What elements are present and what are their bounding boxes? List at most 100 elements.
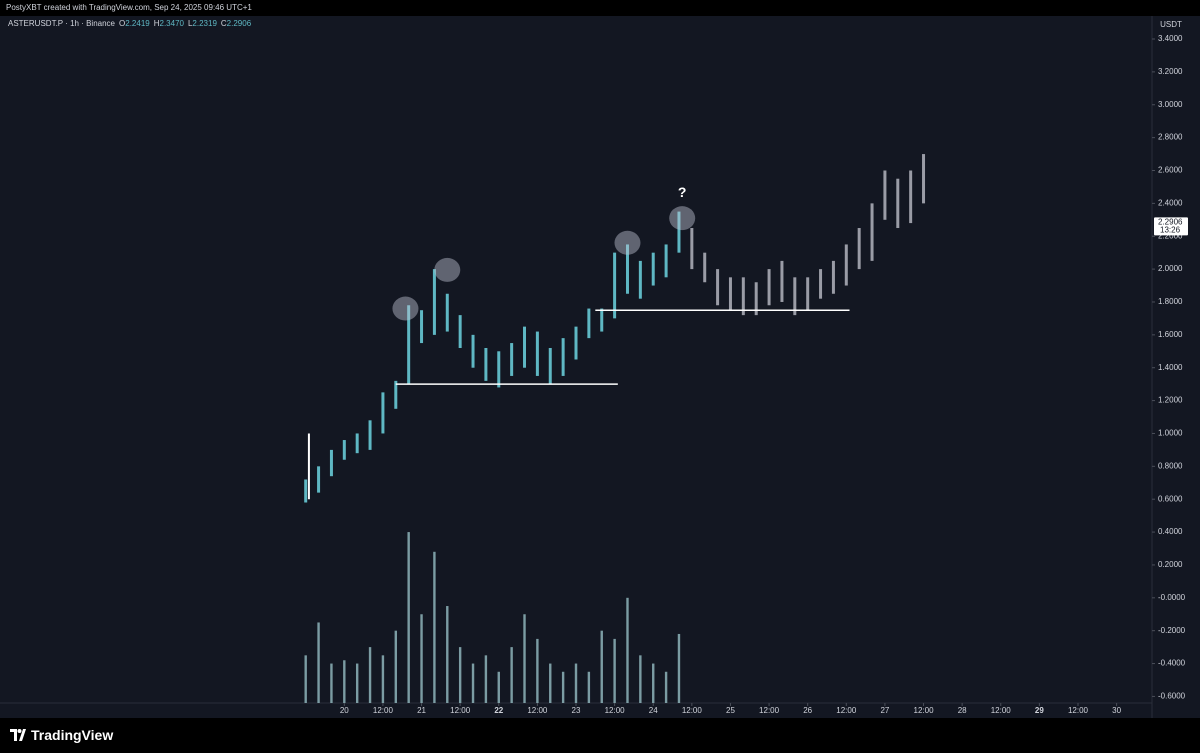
currency-label: USDT [1160, 20, 1182, 29]
volume-bar [613, 638, 616, 703]
highlight-circle [392, 296, 419, 321]
x-tick-label: 12:00 [759, 706, 780, 715]
highlight-circle [434, 257, 461, 282]
x-tick-label: 26 [803, 706, 812, 715]
volume-bar [368, 647, 372, 703]
y-tick-label: 1.0000 [1158, 429, 1183, 438]
volume-bar [407, 532, 410, 703]
y-tick-label: -0.4000 [1158, 659, 1186, 668]
x-tick-label: 12:00 [836, 706, 857, 715]
volume-bar [536, 638, 539, 703]
y-tick-label: 0.2000 [1158, 560, 1183, 569]
volume-bar [420, 614, 423, 703]
volume-bar [549, 663, 552, 703]
volume-bar [304, 655, 307, 703]
x-tick-label: 30 [1112, 706, 1121, 715]
y-tick-label: -0.0000 [1158, 593, 1186, 602]
volume-bar [317, 622, 320, 703]
x-tick-label: 12:00 [682, 706, 703, 715]
volume-bar [497, 671, 500, 703]
volume-bar [355, 663, 359, 703]
y-tick-label: 1.6000 [1158, 330, 1183, 339]
x-tick-label: 12:00 [373, 706, 394, 715]
volume-bar [343, 660, 346, 703]
x-tick-label: 12:00 [605, 706, 626, 715]
ohlc-item: C2.2906 [221, 19, 251, 28]
y-tick-label: 3.4000 [1158, 34, 1183, 43]
x-tick-label: 22 [494, 706, 503, 715]
logo: TradingView [10, 727, 113, 743]
x-tick-label: 25 [726, 706, 735, 715]
ohlc-value: 2.2319 [192, 19, 217, 28]
volume-bar [381, 655, 385, 703]
y-tick-label: 1.2000 [1158, 396, 1183, 405]
x-tick-label: 23 [572, 706, 581, 715]
ohlc-value: 2.2419 [125, 19, 150, 28]
volume-bar [600, 630, 603, 703]
x-tick-label: 12:00 [527, 706, 548, 715]
volume-bar [574, 663, 578, 703]
volume-bar [446, 606, 449, 703]
x-tick-label: 20 [340, 706, 349, 715]
volume-bar [330, 663, 333, 703]
volume-bar [652, 663, 655, 703]
annotation: ? [678, 184, 687, 200]
logo-icon [10, 729, 26, 741]
x-tick-label: 21 [417, 706, 426, 715]
y-tick-label: 2.2000 [1158, 231, 1183, 240]
last-price-label: 2.2906 [1158, 217, 1183, 226]
ohlc-key: C [220, 19, 227, 28]
y-tick-label: 0.6000 [1158, 494, 1183, 503]
ohlc-item: H2.3470 [154, 19, 184, 28]
y-tick-label: 3.0000 [1158, 100, 1183, 109]
ohlc-key: L [187, 19, 193, 28]
header: PostyXBT created with TradingView.com, S… [6, 3, 252, 12]
y-tick-label: 0.4000 [1158, 527, 1183, 536]
y-tick-label: 2.6000 [1158, 166, 1183, 175]
y-tick-label: 2.4000 [1158, 198, 1183, 207]
y-tick-label: 1.8000 [1158, 297, 1183, 306]
volume-bar [458, 647, 462, 703]
volume-bar [677, 633, 681, 703]
y-tick-label: 0.8000 [1158, 461, 1183, 470]
y-tick-label: 2.8000 [1158, 133, 1183, 142]
x-tick-label: 28 [958, 706, 967, 715]
x-tick-label: 27 [880, 706, 889, 715]
y-tick-label: -0.6000 [1158, 692, 1186, 701]
volume-bar [471, 663, 475, 703]
highlight-circle [614, 230, 641, 255]
volume-bar [484, 655, 488, 703]
ohlc-item: O2.2419 [119, 19, 150, 28]
volume-bar [587, 671, 591, 703]
x-tick-label: 12:00 [914, 706, 935, 715]
x-tick-label: 29 [1035, 706, 1044, 715]
symbol: ASTERUSDT.P · 1h · Binance [8, 19, 116, 28]
highlight-circle [669, 206, 696, 231]
countdown-label: 13:26 [1160, 225, 1181, 234]
ohlc-key: O [119, 19, 126, 28]
ohlc-item: L2.2319 [188, 19, 217, 28]
y-tick-label: -0.2000 [1158, 626, 1186, 635]
volume-bar [433, 551, 436, 703]
y-tick-label: 1.4000 [1158, 363, 1183, 372]
x-tick-label: 12:00 [991, 706, 1012, 715]
volume-bar [626, 597, 629, 703]
volume-bar [639, 655, 642, 703]
x-tick-label: 12:00 [450, 706, 471, 715]
x-tick-label: 12:00 [1068, 706, 1089, 715]
y-tick-label: 2.0000 [1158, 264, 1183, 273]
logo-text: TradingView [31, 727, 114, 743]
ohlc-value: 2.3470 [159, 19, 184, 28]
ohlc-value: 2.2906 [226, 19, 252, 28]
volume-bar [523, 614, 526, 703]
ohlc-key: H [153, 19, 160, 28]
x-tick-label: 24 [649, 706, 658, 715]
last-price-box [1154, 217, 1188, 236]
legend: ASTERUSDT.P · 1h · Binance O2.2419 H2.3470… [8, 19, 251, 28]
volume-bar [664, 671, 668, 703]
volume-bar [561, 671, 565, 703]
y-tick-label: 3.2000 [1158, 67, 1183, 76]
volume-bar [394, 630, 397, 703]
